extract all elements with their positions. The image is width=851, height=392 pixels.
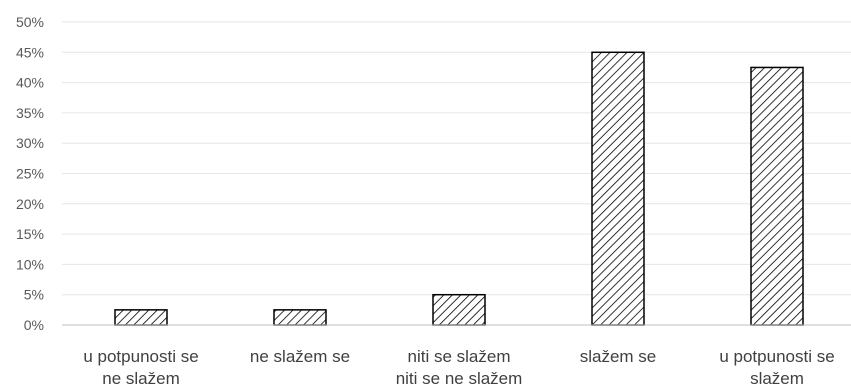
x-category-label: ne slažem se <box>250 347 350 366</box>
bar <box>750 66 804 326</box>
y-tick-label: 10% <box>16 256 44 272</box>
x-category-label: niti se slažem niti se ne slažem <box>396 347 523 388</box>
bar <box>432 293 486 326</box>
y-tick-label: 5% <box>24 287 44 303</box>
bar <box>273 309 327 326</box>
bars <box>114 51 804 326</box>
y-tick-label: 50% <box>16 14 44 30</box>
y-tick-label: 30% <box>16 135 44 151</box>
y-tick-label: 15% <box>16 226 44 242</box>
y-tick-label: 20% <box>16 196 44 212</box>
y-tick-label: 0% <box>24 317 44 333</box>
y-axis-ticks: 0% 5% 10% 15% 20% 25% 30% 35% 40% 45% 50% <box>16 14 44 333</box>
y-tick-label: 45% <box>16 44 44 60</box>
y-tick-label: 25% <box>16 166 44 182</box>
y-tick-label: 35% <box>16 105 44 121</box>
x-category-label: slažem se <box>580 347 657 366</box>
bar <box>114 309 168 326</box>
bar <box>591 51 645 326</box>
x-axis-category-labels: u potpunosti se ne slažem ne slažem se niti… <box>83 347 834 388</box>
gridlines <box>62 21 851 296</box>
y-tick-label: 40% <box>16 75 44 91</box>
x-category-label: u potpunosti se ne slažem <box>83 347 198 388</box>
x-category-label: u potpunosti se slažem <box>719 347 834 388</box>
